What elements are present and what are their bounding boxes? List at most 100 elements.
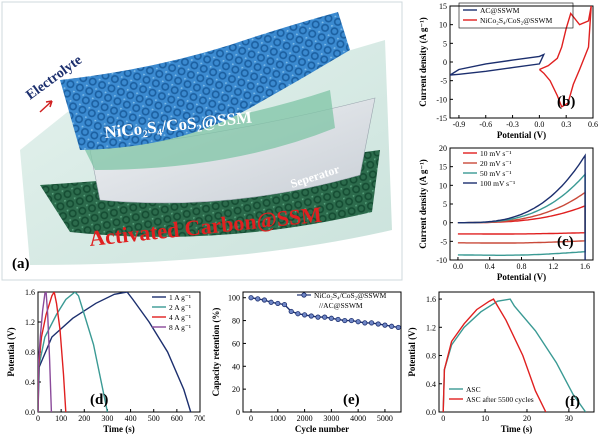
x-tick-label: 100 [55,414,67,423]
series-line [38,292,109,412]
x-tick-label: 0.0 [534,120,544,129]
y-tick-label: 0.4 [25,378,35,387]
y-tick-label: 1.6 [426,295,436,304]
y-tick-label: 10 [439,21,447,30]
panel-letter: (d) [90,392,108,408]
data-point [342,317,348,324]
x-axis-label: Time (s) [501,424,533,434]
series-line [38,292,67,412]
data-point [389,323,395,329]
plot-frame [438,291,595,413]
y-tick-label: 15 [439,2,447,11]
panel-letter: (e) [343,392,360,408]
legend-label: ASC after 5500 cycles [466,395,534,404]
data-point [255,296,261,302]
legend-box [458,2,574,29]
x-tick-label: 1.2 [548,262,558,271]
y-tick-label: 10 [439,181,447,190]
data-point [368,320,375,326]
y-tick-label: 1.6 [25,288,35,297]
y-tick-label: 0 [236,408,240,417]
plot-frame [242,291,402,413]
x-tick-label: 0.3 [561,120,571,129]
y-tick-label: 0 [443,58,447,67]
chart-e: 0 1000 2000 3000 4000 5000 100 80 60 40 20 0 Cycle n… [211,291,402,434]
y-tick-label: 0.0 [25,408,35,417]
data-point [375,321,381,327]
data-point [281,301,288,308]
series-line [38,292,192,412]
x-tick-label: 3000 [323,414,339,423]
y-tick-label: 40 [232,362,240,371]
y-tick-label: 0.8 [426,352,436,361]
x-tick-label: -0.3 [506,120,519,129]
x-axis-label: Potential (V) [497,130,546,140]
data-point [248,295,254,301]
x-tick-label: 200 [78,414,90,423]
series-line [442,298,547,412]
y-tick-label: 1.2 [25,318,35,327]
legend-marker [301,292,307,298]
active-film [80,90,335,170]
legend-label: //AC@SSWM [319,301,363,310]
y-tick-label: 0.8 [25,348,35,357]
x-tick-label: 0.4 [485,262,495,271]
y-tick-label: -5 [440,237,447,246]
panel-letter: (c) [557,234,574,250]
x-axis-label: Cycle number [295,424,349,434]
data-point [382,322,388,328]
x-tick-label: 5000 [377,414,393,423]
arrow-up-icon [39,100,53,113]
x-tick-label: 600 [171,414,183,423]
chart-b: -0.9 -0.6 -0.3 0.0 0.3 0.6 15 10 5 0 -5 -10 -15 Poten… [418,2,598,140]
y-tick-label: 5 [443,200,447,209]
chart-f: 0 10 20 30 1.6 1.2 0.8 0.4 0.0 Time (s) Potential … [407,291,595,434]
y-axis-label: Current density (A g⁻¹) [418,159,428,249]
legend-label: 4 A g⁻¹ [169,313,191,322]
x-tick-label: 4000 [350,414,366,423]
y-axis-label: Capacity retention (%) [211,308,221,397]
x-tick-label: -0.6 [479,120,492,129]
cathode-mesh [60,12,350,150]
y-tick-label: 80 [232,317,240,326]
data-point [395,324,401,331]
y-axis-label: Current density (A g⁻¹) [418,17,428,107]
y-axis-label: Potential (V) [6,327,16,376]
series-line [538,6,592,108]
panel-a-schematic: Electrolyte NiCo₂S₄/CoS₂@SSM Seperator A… [1,1,403,281]
x-tick-label: 400 [125,414,137,423]
y-tick-label: -10 [436,95,447,104]
legend-label: 100 mV s⁻¹ [480,179,515,188]
legend-label: 2 A g⁻¹ [169,303,191,312]
y-tick-label: 0.4 [426,380,436,389]
legend-label: 10 mV s⁻¹ [480,149,512,158]
legend-label: 50 mV s⁻¹ [480,169,512,178]
legend-label: NiCo₂S₄/CoS₂@SSWM [480,16,553,25]
x-tick-label: 1000 [270,414,286,423]
y-axis-label: Potential (V) [407,327,417,376]
legend-label: NiCo₂S₄/CoS₂@SSWM [314,291,387,300]
x-tick-label: 500 [148,414,160,423]
x-tick-label: 10 [481,414,489,423]
x-tick-label: 20 [523,414,531,423]
legend-label: 1 A g⁻¹ [169,293,191,302]
x-tick-label: 30 [565,414,573,423]
data-point [335,316,341,323]
y-tick-label: 20 [439,144,447,153]
data-point [268,299,274,305]
x-axis-label: Time (s) [103,424,135,434]
x-tick-label: 700 [194,414,205,423]
series-line [38,292,53,412]
x-tick-label: 0.0 [453,262,463,271]
x-tick-label: 0 [36,414,40,423]
chart-c: 0.0 0.4 0.8 1.2 1.6 20 15 10 5 0 -5 -10 Potential (V… [418,144,594,282]
legend-label: AC@SSWM [480,6,520,15]
data-point [308,313,314,319]
data-point [288,308,294,315]
data-point [261,297,268,303]
chart-d: 0 100 200 300 400 500 600 700 1.6 1.2 0.8 0.4 0.0 Tim… [6,288,205,434]
data-point [301,312,308,318]
data-point [275,300,281,307]
x-axis-label: Potential (V) [497,272,546,282]
